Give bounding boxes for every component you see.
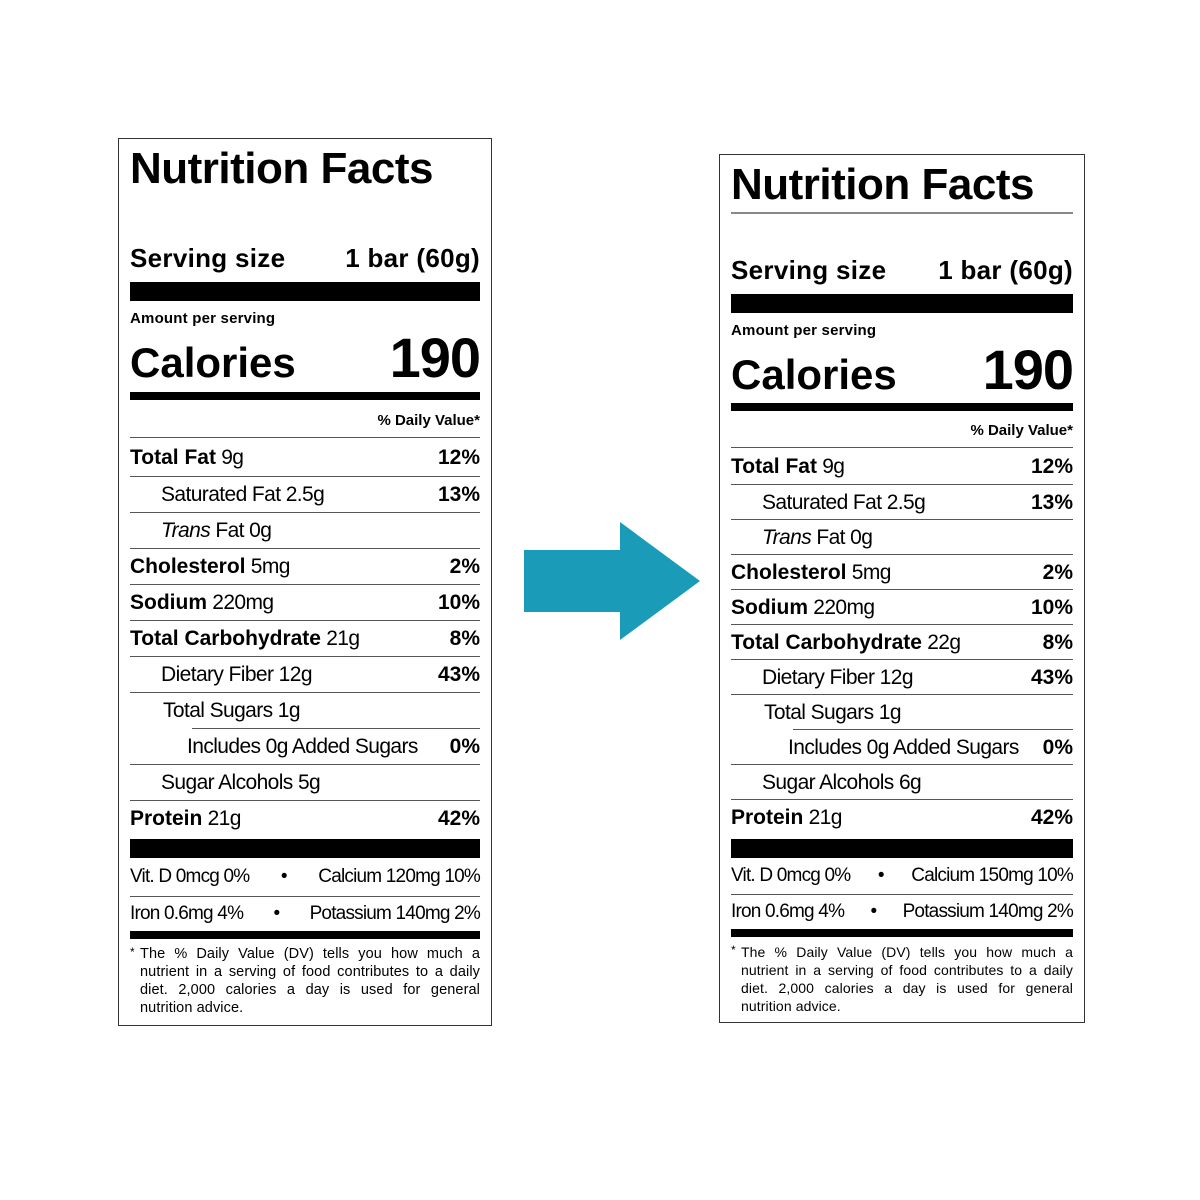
label-title: Nutrition Facts: [130, 144, 433, 193]
amount-per-serving: Amount per serving: [130, 310, 276, 327]
nutrient-row-added-sugars: Includes 0g Added Sugars 0%: [788, 735, 1073, 759]
divider-thin: [731, 659, 1073, 660]
divider-thin: [731, 484, 1073, 485]
nutrient-row-total-carbohydrate: Total Carbohydrate 22g 8%: [731, 630, 1073, 654]
vitamins-row-2: Iron 0.6mg 4% • Potassium 140mg 2%: [130, 903, 481, 924]
label-title: Nutrition Facts: [731, 160, 1034, 209]
footnote: * The % Daily Value (DV) tells you how m…: [130, 945, 480, 1016]
nutrition-label-after: Nutrition Facts Serving size 1 bar (60g)…: [719, 154, 1085, 1023]
calories-row: Calories 190: [731, 337, 1074, 402]
calories-label: Calories: [130, 339, 296, 386]
divider-thin: [130, 692, 480, 693]
nutrient-row-protein: Protein 21g 42%: [130, 807, 480, 830]
divider-thick: [731, 294, 1073, 313]
divider-medium: [731, 403, 1073, 411]
serving-size: Serving size 1 bar (60g): [731, 255, 1073, 286]
calories-label: Calories: [731, 351, 897, 398]
divider-thin: [130, 512, 480, 513]
dv-percent: 8%: [449, 627, 480, 650]
serving-size: Serving size 1 bar (60g): [130, 243, 480, 274]
nutrient-row-added-sugars: Includes 0g Added Sugars 0%: [187, 735, 480, 758]
divider-thin: [130, 476, 480, 477]
nutrient-row-saturated-fat: Saturated Fat 2.5g 13%: [762, 490, 1073, 514]
divider-medium: [130, 392, 480, 400]
divider-thin: [731, 894, 1073, 895]
dv-percent: 13%: [437, 483, 480, 506]
vitamins-row-2: Iron 0.6mg 4% • Potassium 140mg 2%: [731, 901, 1074, 922]
nutrient-row-cholesterol: Cholesterol 5mg 2%: [731, 560, 1073, 584]
nutrition-label-before: Nutrition Facts Serving size 1 bar (60g)…: [118, 138, 492, 1026]
nutrient-row-total-fat: Total Fat 9g 12%: [130, 446, 480, 469]
dv-percent: 12%: [437, 446, 480, 469]
divider-thin: [731, 447, 1073, 448]
nutrient-row-dietary-fiber: Dietary Fiber 12g 43%: [762, 665, 1073, 689]
dv-percent: 13%: [1030, 490, 1073, 514]
vitamins-row-1: Vit. D 0mcg 0% • Calcium 120mg 10%: [130, 866, 481, 887]
nutrient-row-total-carbohydrate: Total Carbohydrate 21g 8%: [130, 627, 480, 650]
dv-percent: 42%: [437, 807, 480, 830]
divider-thin: [731, 212, 1073, 214]
calories-value: 190: [982, 338, 1074, 401]
dv-percent: 43%: [1030, 665, 1073, 689]
divider-thin: [731, 519, 1073, 520]
nutrient-row-saturated-fat: Saturated Fat 2.5g 13%: [161, 483, 480, 506]
arrow-right-icon: [524, 522, 700, 640]
dv-percent: 10%: [1030, 595, 1073, 619]
dv-percent: 12%: [1030, 454, 1073, 478]
daily-value-header: % Daily Value*: [377, 412, 480, 429]
divider-medium: [130, 931, 480, 939]
dv-percent: 10%: [437, 591, 480, 614]
divider-thin: [130, 656, 480, 657]
serving-size-value: 1 bar (60g): [938, 255, 1073, 285]
divider-thin: [731, 624, 1073, 625]
divider-thin: [130, 800, 480, 801]
nutrient-row-dietary-fiber: Dietary Fiber 12g 43%: [161, 663, 480, 686]
footnote: * The % Daily Value (DV) tells you how m…: [731, 943, 1073, 1014]
nutrient-row-total-sugars: Total Sugars 1g: [163, 699, 301, 722]
vitamins-row-1: Vit. D 0mcg 0% • Calcium 150mg 10%: [731, 865, 1074, 886]
dv-percent: 0%: [1042, 735, 1073, 759]
divider-thin: [731, 589, 1073, 590]
serving-size-value: 1 bar (60g): [345, 243, 480, 273]
nutrient-row-sodium: Sodium 220mg 10%: [130, 591, 480, 614]
divider-thin: [130, 437, 480, 438]
divider-thick: [731, 839, 1073, 858]
dv-percent: 2%: [1042, 560, 1073, 584]
divider-medium: [731, 929, 1073, 937]
divider-thin: [130, 896, 480, 897]
divider-thin: [731, 764, 1073, 765]
divider-thick: [130, 282, 480, 301]
serving-size-label: Serving size: [731, 255, 887, 285]
divider-thin: [731, 554, 1073, 555]
nutrient-row-total-sugars: Total Sugars 1g: [764, 700, 902, 724]
divider-thick: [130, 839, 480, 858]
amount-per-serving: Amount per serving: [731, 322, 877, 339]
divider-thin: [130, 548, 480, 549]
nutrient-row-sodium: Sodium 220mg 10%: [731, 595, 1073, 619]
dv-percent: 43%: [437, 663, 480, 686]
divider-thin: [731, 694, 1073, 695]
divider-thin: [192, 728, 480, 729]
divider-thin: [130, 764, 480, 765]
divider-thin: [130, 620, 480, 621]
nutrient-row-cholesterol: Cholesterol 5mg 2%: [130, 555, 480, 578]
nutrient-row-sugar-alcohols: Sugar Alcohols 6g: [762, 770, 922, 794]
nutrient-row-trans-fat: Trans Fat 0g: [161, 519, 272, 542]
serving-size-label: Serving size: [130, 243, 286, 273]
dv-percent: 2%: [449, 555, 480, 578]
calories-value: 190: [389, 326, 481, 389]
divider-thin: [793, 729, 1073, 730]
nutrient-row-sugar-alcohols: Sugar Alcohols 5g: [161, 771, 321, 794]
dv-percent: 8%: [1042, 630, 1073, 654]
divider-thin: [130, 584, 480, 585]
calories-row: Calories 190: [130, 325, 481, 390]
dv-percent: 0%: [449, 735, 480, 758]
dv-percent: 42%: [1030, 805, 1073, 829]
divider-thin: [731, 799, 1073, 800]
daily-value-header: % Daily Value*: [970, 422, 1073, 439]
nutrient-row-total-fat: Total Fat 9g 12%: [731, 454, 1073, 478]
nutrient-row-trans-fat: Trans Fat 0g: [762, 525, 873, 549]
nutrient-row-protein: Protein 21g 42%: [731, 805, 1073, 829]
